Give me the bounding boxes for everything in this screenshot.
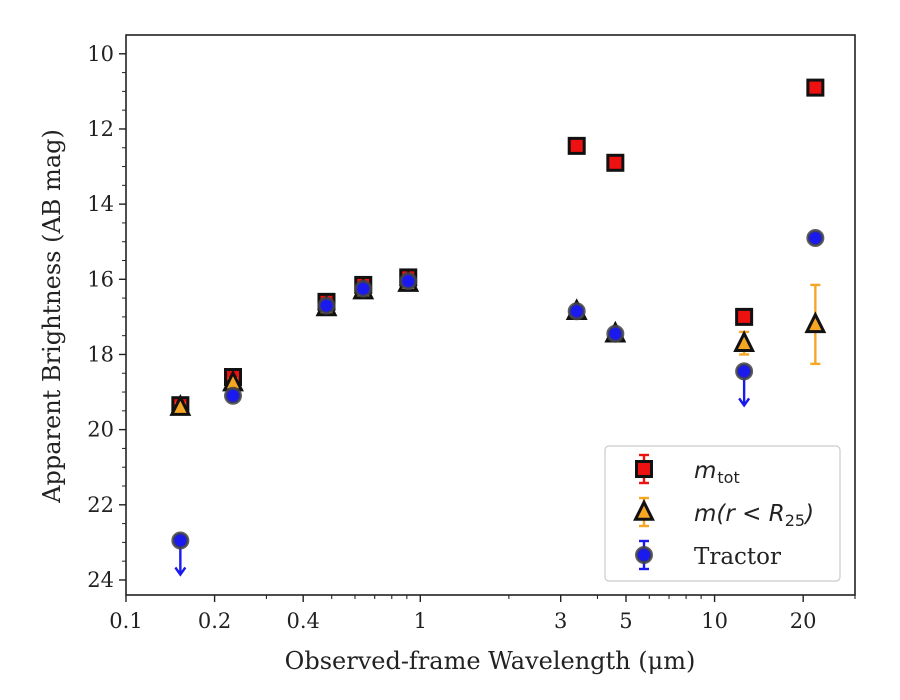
y-tick-label: 16 xyxy=(87,267,114,291)
square-marker xyxy=(567,136,586,155)
upper-limit-arrow xyxy=(738,397,751,408)
plot-frame xyxy=(125,34,856,596)
triangle-marker xyxy=(169,394,192,416)
data-point xyxy=(806,78,825,97)
data-point xyxy=(806,228,825,247)
circle-marker xyxy=(224,386,243,405)
data-point xyxy=(224,386,243,405)
y-tick-label: 24 xyxy=(87,568,114,592)
legend-entry: mtot xyxy=(635,453,740,487)
x-tick-label: 1 xyxy=(414,609,427,633)
data-point xyxy=(606,324,625,343)
data-point xyxy=(733,330,756,356)
data-point xyxy=(804,283,827,366)
circle-marker xyxy=(317,296,336,315)
data-point xyxy=(399,272,418,291)
x-tick-label: 0.4 xyxy=(286,609,319,633)
triangle-marker xyxy=(804,311,827,334)
x-tick-label: 10 xyxy=(701,609,728,633)
chart-marks xyxy=(169,78,827,577)
data-point xyxy=(354,279,373,298)
circle-marker xyxy=(806,228,825,247)
y-tick-label: 12 xyxy=(87,117,114,141)
data-point xyxy=(317,296,336,315)
y-tick-label: 10 xyxy=(87,42,114,66)
square-marker xyxy=(606,153,625,172)
data-point xyxy=(567,302,586,321)
circle-marker xyxy=(606,324,625,343)
y-tick-label: 14 xyxy=(87,192,114,216)
legend-label: Tractor xyxy=(694,544,781,570)
y-tick-label: 22 xyxy=(87,493,114,517)
y-tick-label: 18 xyxy=(87,342,114,366)
circle-marker xyxy=(567,302,586,321)
axes: 0.1 0.2 0.4 1 3 5 10 20 10 12 14 16 18 20 22 24 xyxy=(87,34,856,633)
data-point xyxy=(606,153,625,172)
circle-marker xyxy=(171,531,190,550)
y-tick-label: 20 xyxy=(87,418,114,442)
x-tick-label: 0.2 xyxy=(198,609,231,633)
circle-marker xyxy=(735,362,754,381)
data-point xyxy=(735,362,754,408)
data-point xyxy=(567,136,586,155)
y-axis-label: Apparent Brightness (AB mag) xyxy=(38,129,66,504)
circle-marker xyxy=(354,279,373,298)
data-point xyxy=(735,307,754,326)
series-square xyxy=(171,78,825,415)
x-tick-label: 5 xyxy=(619,609,632,633)
legend-entry: Tractor xyxy=(635,539,781,571)
x-tick-label: 20 xyxy=(790,609,817,633)
triangle-marker xyxy=(733,330,756,352)
legend-box xyxy=(604,445,841,582)
triangle-marker xyxy=(633,498,655,521)
series-circle xyxy=(171,228,825,577)
square-marker xyxy=(806,78,825,97)
x-axis-label: Observed-frame Wavelength (μm) xyxy=(285,647,696,675)
square-marker xyxy=(735,307,754,326)
upper-limit-arrow xyxy=(174,566,187,577)
data-point xyxy=(171,531,190,577)
series-triangle xyxy=(169,270,827,416)
circle-marker xyxy=(635,546,653,564)
circle-marker xyxy=(399,272,418,291)
x-tick-label: 3 xyxy=(554,609,567,633)
square-marker xyxy=(635,460,653,478)
data-point xyxy=(169,394,192,416)
x-tick-label: 0.1 xyxy=(109,609,142,633)
